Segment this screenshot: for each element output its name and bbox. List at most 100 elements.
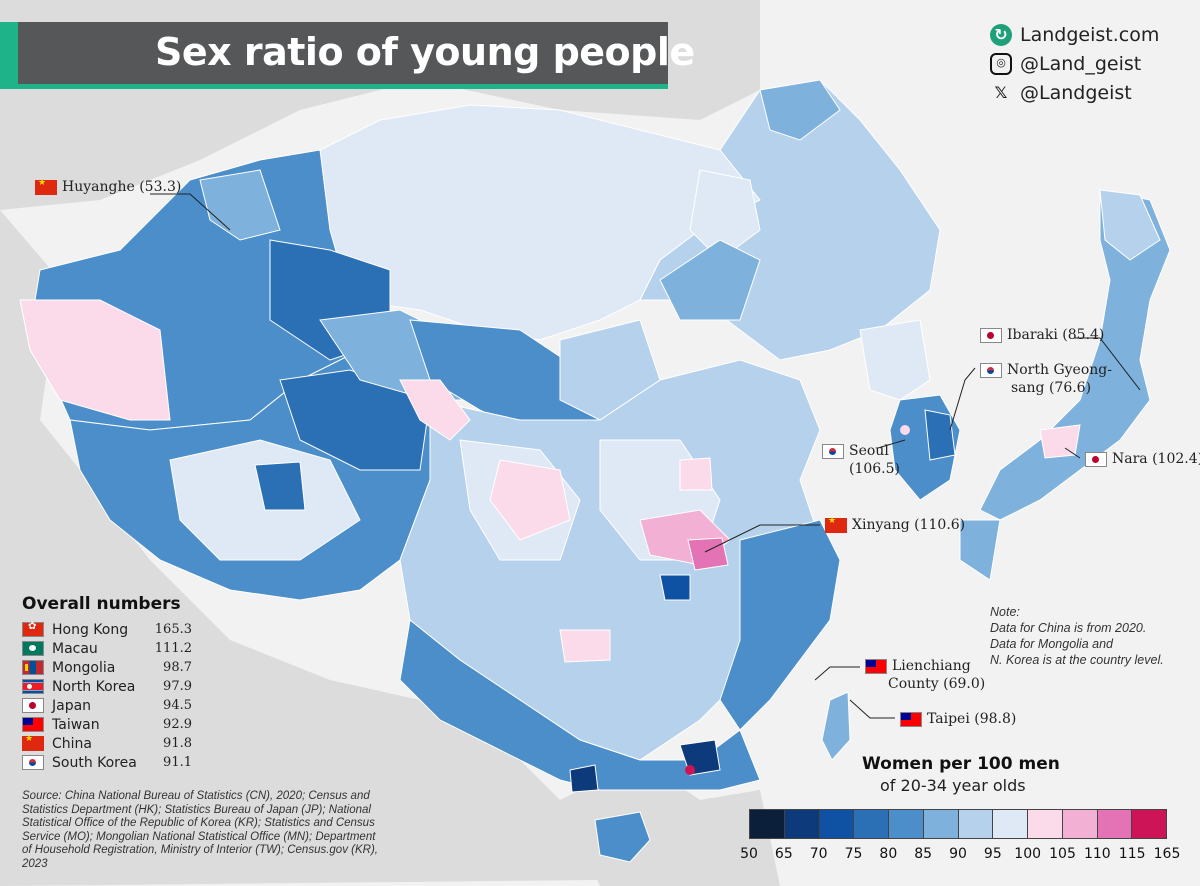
mongolia-flag-icon bbox=[22, 660, 44, 675]
taiwan-flag-icon bbox=[22, 717, 44, 732]
south-korea-flag-icon bbox=[980, 363, 1002, 378]
country-name: Hong Kong bbox=[52, 621, 129, 638]
legend-swatch bbox=[750, 810, 785, 838]
brand-x[interactable]: 𝕏 @Landgeist bbox=[990, 82, 1132, 104]
brand-website[interactable]: ↻ Landgeist.com bbox=[990, 24, 1159, 46]
legend-tick-label: 110 bbox=[1083, 846, 1111, 862]
callout-taipei: Taipei (98.8) bbox=[900, 711, 1016, 727]
note-line: Data for China is from 2020. bbox=[990, 621, 1147, 635]
legend-swatch bbox=[854, 810, 889, 838]
brand-instagram-label: @Land_geist bbox=[1020, 53, 1142, 75]
callout-label-2: (106.5) bbox=[849, 461, 901, 477]
overall-row: South Korea 91.1 bbox=[22, 753, 192, 772]
overall-row: China 91.8 bbox=[22, 734, 192, 753]
callout-seoul: Seoul (106.5) bbox=[822, 442, 900, 478]
legend-swatch bbox=[1132, 810, 1166, 838]
page-title: Sex ratio of young people bbox=[155, 30, 695, 74]
legend-swatch bbox=[819, 810, 855, 838]
title-accent bbox=[0, 22, 18, 89]
overall-row: Mongolia 98.7 bbox=[22, 658, 192, 677]
country-value: 94.5 bbox=[163, 698, 192, 713]
brand-x-label: @Landgeist bbox=[1020, 82, 1132, 104]
country-value: 111.2 bbox=[154, 641, 192, 656]
legend-swatch bbox=[1062, 810, 1098, 838]
callout-label: Huyanghe (53.3) bbox=[62, 179, 182, 195]
source-text: Source: China National Bureau of Statist… bbox=[22, 790, 378, 870]
legend-swatch bbox=[1028, 810, 1063, 838]
overall-row: Taiwan 92.9 bbox=[22, 715, 192, 734]
region-korea bbox=[859, 319, 931, 401]
callout-label: Lienchiang bbox=[892, 658, 971, 674]
callout-label: Ibaraki (85.4) bbox=[1007, 327, 1105, 343]
legend-tick-label: 105 bbox=[1049, 846, 1076, 862]
callout-lienchiang: Lienchiang County (69.0) bbox=[865, 657, 985, 693]
title-bar bbox=[0, 22, 668, 89]
region-south-china bbox=[399, 619, 761, 791]
country-value: 91.1 bbox=[163, 755, 192, 770]
legend-tick-label: 100 bbox=[1014, 846, 1042, 862]
callout-label: Nara (102.4) bbox=[1112, 451, 1200, 467]
country-value: 91.8 bbox=[163, 736, 192, 751]
callout-label: Seoul bbox=[849, 443, 889, 459]
legend-swatch bbox=[923, 810, 959, 838]
overall-heading: Overall numbers bbox=[22, 594, 181, 614]
japan-flag-icon bbox=[1085, 451, 1107, 467]
south-korea-flag-icon bbox=[22, 755, 44, 770]
callout-nara: Nara (102.4) bbox=[1085, 451, 1200, 467]
callout-label: Xinyang (110.6) bbox=[852, 517, 966, 533]
country-name: Macau bbox=[52, 640, 98, 657]
brand-instagram[interactable]: ◎ @Land_geist bbox=[990, 53, 1141, 75]
country-name: Japan bbox=[52, 697, 92, 714]
callout-ibaraki: Ibaraki (85.4) bbox=[980, 327, 1104, 343]
legend-subtitle: of 20-34 year olds bbox=[880, 776, 1026, 795]
legend-swatch bbox=[889, 810, 924, 838]
hong-kong-flag-icon bbox=[22, 621, 44, 637]
callout-label-2: County (69.0) bbox=[888, 676, 986, 692]
taiwan-flag-icon bbox=[865, 659, 887, 674]
china-flag-icon bbox=[825, 516, 847, 533]
country-name: North Korea bbox=[52, 678, 136, 695]
china-flag-icon bbox=[22, 734, 44, 751]
legend-tick-label: 85 bbox=[914, 846, 933, 862]
callout-north-gyeongsang: North Gyeong- sang (76.6) bbox=[980, 361, 1112, 397]
note: Note: Data for China is from 2020. Data … bbox=[990, 604, 1190, 668]
country-name: Taiwan bbox=[52, 716, 100, 733]
callout-label-2: sang (76.6) bbox=[1011, 380, 1092, 396]
legend-tick-label: 90 bbox=[949, 846, 967, 862]
brand-website-label: Landgeist.com bbox=[1020, 24, 1160, 46]
north-korea-flag-icon bbox=[22, 679, 44, 694]
region-japan bbox=[979, 189, 1171, 521]
note-heading: Note: bbox=[990, 605, 1020, 619]
country-value: 97.9 bbox=[163, 679, 192, 694]
legend-swatch bbox=[784, 810, 820, 838]
instagram-icon: ◎ bbox=[990, 53, 1012, 75]
legend-tick-label: 165 bbox=[1153, 846, 1181, 862]
legend-tick-label: 75 bbox=[844, 846, 863, 862]
country-value: 165.3 bbox=[154, 622, 192, 637]
globe-icon: ↻ bbox=[990, 24, 1012, 46]
country-value: 92.9 bbox=[163, 717, 192, 732]
note-line: Data for Mongolia and bbox=[990, 637, 1113, 651]
legend-labels: 50 65 70 75 80 85 90 95 100 105 110 115 165 bbox=[732, 846, 1192, 866]
country-name: Mongolia bbox=[52, 659, 116, 676]
japan-flag-icon bbox=[980, 327, 1002, 343]
legend-tick-label: 50 bbox=[740, 846, 758, 862]
legend-title: Women per 100 men bbox=[862, 754, 1060, 774]
macau-flag-icon bbox=[22, 641, 44, 656]
callout-label: Taipei (98.8) bbox=[927, 711, 1017, 727]
legend-color-scale bbox=[749, 809, 1167, 839]
region-taiwan bbox=[821, 691, 851, 761]
country-value: 98.7 bbox=[163, 660, 192, 675]
taiwan-flag-icon bbox=[900, 711, 922, 727]
china-flag-icon bbox=[35, 178, 57, 195]
legend-swatch bbox=[993, 810, 1028, 838]
legend-swatch bbox=[1097, 810, 1133, 838]
overall-row: Hong Kong 165.3 bbox=[22, 620, 192, 639]
south-korea-flag-icon bbox=[822, 444, 844, 459]
callout-label: North Gyeong- bbox=[1007, 362, 1112, 378]
legend-tick-label: 65 bbox=[774, 846, 793, 862]
x-icon: 𝕏 bbox=[994, 83, 1008, 102]
overall-numbers: Overall numbers Hong Kong 165.3 Macau 11… bbox=[22, 594, 192, 772]
country-name: China bbox=[52, 735, 92, 752]
